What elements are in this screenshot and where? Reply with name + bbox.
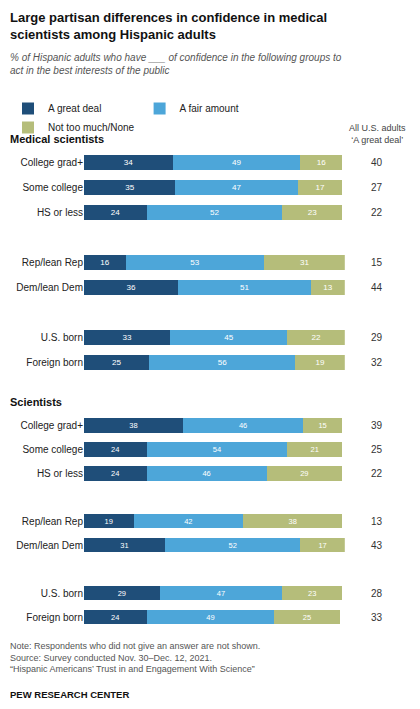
svg-text:HS or less: HS or less <box>37 207 83 218</box>
svg-text:13: 13 <box>371 516 383 527</box>
svg-text:17: 17 <box>318 541 326 550</box>
svg-text:19: 19 <box>105 517 113 526</box>
svg-text:23: 23 <box>308 208 318 217</box>
svg-text:31: 31 <box>300 258 310 267</box>
svg-text:PEW RESEARCH CENTER: PEW RESEARCH CENTER <box>10 689 129 700</box>
svg-text:43: 43 <box>371 540 383 551</box>
svg-text:17: 17 <box>316 183 326 192</box>
svg-text:47: 47 <box>217 589 225 598</box>
svg-text:24: 24 <box>111 613 119 622</box>
svg-text:22: 22 <box>371 468 383 479</box>
svg-text:22: 22 <box>312 333 322 342</box>
svg-text:31: 31 <box>120 541 128 550</box>
svg-text:25: 25 <box>371 444 383 455</box>
svg-text:19: 19 <box>316 358 326 367</box>
svg-text:Note: Respondents who did not: Note: Respondents who did not give an an… <box>10 641 260 674</box>
svg-text:College grad+: College grad+ <box>20 157 83 168</box>
svg-text:HS or less: HS or less <box>37 468 83 479</box>
svg-text:45: 45 <box>224 333 234 342</box>
svg-text:College grad+: College grad+ <box>20 420 83 431</box>
svg-text:39: 39 <box>371 420 383 431</box>
svg-text:49: 49 <box>232 158 242 167</box>
svg-text:U.S. born: U.S. born <box>41 588 83 599</box>
svg-text:24: 24 <box>111 445 119 454</box>
svg-text:24: 24 <box>111 208 121 217</box>
svg-text:33: 33 <box>123 333 133 342</box>
svg-text:38: 38 <box>129 421 137 430</box>
svg-text:29: 29 <box>300 469 308 478</box>
svg-text:Scientists: Scientists <box>10 396 62 408</box>
svg-text:25: 25 <box>303 613 311 622</box>
svg-text:51: 51 <box>240 283 250 292</box>
svg-text:23: 23 <box>308 589 316 598</box>
svg-text:Large partisan differences in: Large partisan differences in confidence… <box>10 10 327 42</box>
svg-text:52: 52 <box>228 541 236 550</box>
svg-text:38: 38 <box>288 517 296 526</box>
svg-text:U.S. born: U.S. born <box>41 332 83 343</box>
svg-text:A fair amount: A fair amount <box>180 103 239 114</box>
svg-text:56: 56 <box>218 358 228 367</box>
svg-text:Rep/lean Rep: Rep/lean Rep <box>22 257 84 268</box>
svg-text:44: 44 <box>371 282 383 293</box>
svg-text:21: 21 <box>311 445 319 454</box>
svg-text:27: 27 <box>371 182 383 193</box>
svg-text:Some college: Some college <box>22 444 83 455</box>
svg-text:35: 35 <box>125 183 135 192</box>
svg-text:13: 13 <box>323 283 333 292</box>
svg-text:49: 49 <box>206 613 214 622</box>
svg-text:Foreign born: Foreign born <box>26 612 83 623</box>
svg-text:33: 33 <box>371 612 383 623</box>
svg-text:16: 16 <box>317 158 327 167</box>
svg-text:47: 47 <box>232 183 242 192</box>
svg-text:Some college: Some college <box>22 182 83 193</box>
svg-text:Not too much/None: Not too much/None <box>48 122 135 133</box>
svg-text:29: 29 <box>118 589 126 598</box>
svg-text:Dem/lean Dem: Dem/lean Dem <box>16 540 83 551</box>
svg-text:25: 25 <box>112 358 122 367</box>
svg-text:Dem/lean Dem: Dem/lean Dem <box>16 282 83 293</box>
svg-text:34: 34 <box>124 158 134 167</box>
svg-text:36: 36 <box>126 283 136 292</box>
svg-text:15: 15 <box>318 421 326 430</box>
svg-text:40: 40 <box>371 157 383 168</box>
svg-text:16: 16 <box>100 258 110 267</box>
svg-text:54: 54 <box>213 445 221 454</box>
svg-text:46: 46 <box>202 469 210 478</box>
svg-text:22: 22 <box>371 207 383 218</box>
svg-text:All U.S. adults‘A great deal’: All U.S. adults‘A great deal’ <box>349 123 406 145</box>
svg-text:Medical scientists: Medical scientists <box>10 133 104 145</box>
svg-text:52: 52 <box>210 208 220 217</box>
svg-text:28: 28 <box>371 588 383 599</box>
svg-text:15: 15 <box>371 257 383 268</box>
svg-text:53: 53 <box>190 258 200 267</box>
svg-text:A great deal: A great deal <box>48 103 101 114</box>
svg-text:46: 46 <box>239 421 247 430</box>
svg-text:Foreign born: Foreign born <box>26 357 83 368</box>
svg-text:29: 29 <box>371 332 383 343</box>
svg-text:32: 32 <box>371 357 383 368</box>
svg-text:% of Hispanic adults who have: % of Hispanic adults who have ___ of con… <box>10 52 342 76</box>
svg-text:Rep/lean Rep: Rep/lean Rep <box>22 516 84 527</box>
svg-text:42: 42 <box>184 517 192 526</box>
svg-text:24: 24 <box>111 469 119 478</box>
